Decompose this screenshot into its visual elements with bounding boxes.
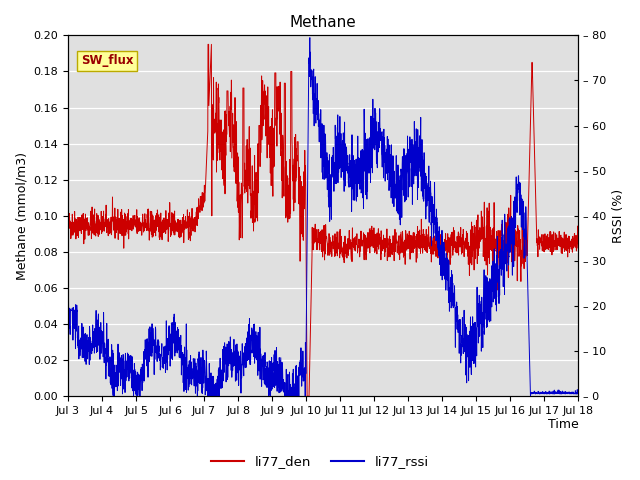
Text: SW_flux: SW_flux <box>81 54 133 67</box>
X-axis label: Time: Time <box>548 418 579 431</box>
Y-axis label: Methane (mmol/m3): Methane (mmol/m3) <box>15 152 28 280</box>
Title: Methane: Methane <box>290 15 356 30</box>
Y-axis label: RSSI (%): RSSI (%) <box>612 189 625 243</box>
Legend: li77_den, li77_rssi: li77_den, li77_rssi <box>206 450 434 473</box>
